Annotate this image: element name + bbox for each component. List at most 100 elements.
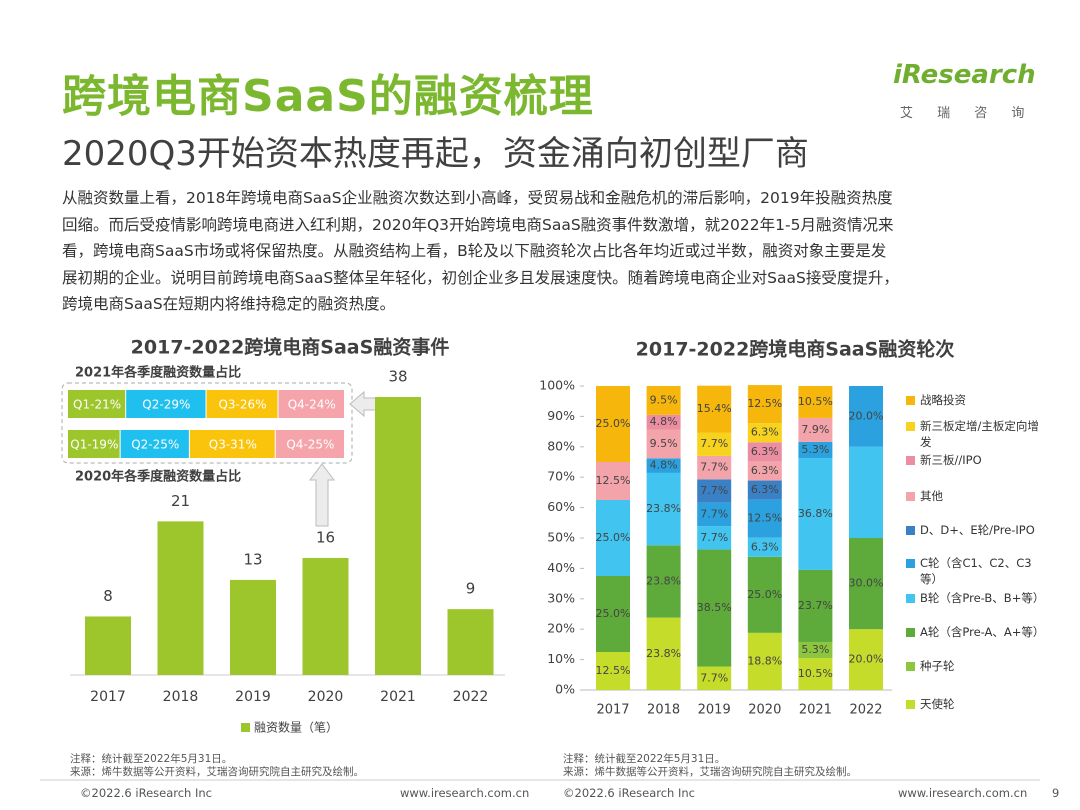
subtitle: 2020Q3开始资本热度再起，资金涌向初创型厂商 xyxy=(62,134,809,174)
bar-segment xyxy=(747,442,782,462)
bar-segment xyxy=(849,629,883,690)
x-tick-label: 2022 xyxy=(453,689,489,705)
data-label: 10.5% xyxy=(798,395,833,408)
legend-swatch xyxy=(906,628,915,637)
data-label: 12.5% xyxy=(747,512,782,525)
bar-segment xyxy=(798,641,833,659)
bar xyxy=(157,521,204,675)
y-tick-label: 90% xyxy=(547,408,575,423)
url: www.iresearch.com.cn xyxy=(400,786,530,800)
bar-segment xyxy=(697,549,732,667)
data-label: 5.3% xyxy=(801,443,829,456)
y-tick-label: 70% xyxy=(547,469,575,484)
body-line: 从融资数量上看，2018年跨境电商SaaS企业融资次数达到小高峰，受贸易战和金融… xyxy=(62,189,893,207)
legend-label: C轮（含C1、C2、C3等） xyxy=(920,556,1032,586)
data-label: 7.9% xyxy=(801,423,829,436)
legend-swatch xyxy=(906,700,915,709)
segment xyxy=(206,390,278,418)
x-tick-label: 2021 xyxy=(380,689,416,705)
note: 注释：统计截至2022年5月31日。 xyxy=(70,753,233,765)
logo-sub: 艾 瑞 咨 询 xyxy=(900,106,1035,121)
bar-segment xyxy=(596,652,630,690)
data-label: 38.5% xyxy=(697,601,732,614)
segment xyxy=(126,390,206,418)
data-label: 16 xyxy=(316,528,335,546)
data-label: 7.7% xyxy=(700,671,728,684)
data-label: 21 xyxy=(171,492,190,510)
legend-label: 融资数量（笔） xyxy=(254,720,338,735)
row-label: 2021年各季度融资数量占比 xyxy=(75,365,241,381)
body-line: 跨境电商SaaS在短期内将维持稳定的融资热度。 xyxy=(62,295,396,313)
data-label: 23.7% xyxy=(798,599,833,612)
bar-segment xyxy=(697,526,732,550)
data-label: 25.0% xyxy=(596,607,631,620)
data-label: 9 xyxy=(466,580,476,598)
legend-label: 种子轮 xyxy=(920,659,955,673)
data-label: 7.7% xyxy=(700,507,728,520)
bar xyxy=(375,397,421,675)
legend-swatch xyxy=(906,526,915,535)
segment-label: Q2-29% xyxy=(142,398,190,412)
bar-segment xyxy=(849,446,883,538)
legend-swatch xyxy=(906,396,915,405)
data-label: 9.5% xyxy=(650,437,678,450)
segment-label: Q1-19% xyxy=(70,438,118,452)
arrow xyxy=(309,463,335,527)
segment xyxy=(189,430,275,458)
x-tick-label: 2018 xyxy=(647,703,680,718)
data-label: 4.8% xyxy=(650,459,678,472)
bar-segment xyxy=(798,569,833,642)
page-number: 9 xyxy=(1052,786,1060,800)
data-label: 23.8% xyxy=(646,502,681,515)
bar-segment xyxy=(747,423,782,443)
legend-swatch xyxy=(906,422,915,431)
body-line: 回缩。而后受疫情影响跨境电商进入红利期，2020年Q3开始跨境电商SaaS融资事… xyxy=(62,215,894,234)
bar-segment xyxy=(646,472,681,546)
bar-segment xyxy=(596,386,630,462)
bar-segment xyxy=(798,458,833,570)
arrow xyxy=(349,390,379,418)
legend-label: 新三板//IPO xyxy=(920,453,982,467)
bar-segment xyxy=(646,429,681,459)
x-tick-label: 2019 xyxy=(698,703,731,718)
bar-segment xyxy=(798,658,833,690)
segment-label: Q3-31% xyxy=(209,438,257,452)
data-label: 15.4% xyxy=(697,402,732,415)
note: 来源：烯牛数据等公开资料，艾瑞咨询研究院自主研究及绘制。 xyxy=(70,766,364,778)
data-label: 7.7% xyxy=(700,484,728,497)
segment-label: Q3-26% xyxy=(218,398,266,412)
bar xyxy=(302,557,349,675)
bar-segment xyxy=(849,538,883,630)
data-label: 23.8% xyxy=(646,574,681,587)
row-label: 2020年各季度融资数量占比 xyxy=(75,469,241,485)
bar-segment xyxy=(596,462,630,500)
data-label: 6.3% xyxy=(751,540,779,553)
y-tick-label: 60% xyxy=(547,499,575,514)
data-label: 7.7% xyxy=(700,437,728,450)
data-label: 25.0% xyxy=(596,531,631,544)
bar-segment xyxy=(747,499,782,538)
chart-title: 2017-2022跨境电商SaaS融资事件 xyxy=(131,336,450,359)
x-tick-label: 2018 xyxy=(163,689,199,705)
bar-segment xyxy=(747,537,782,557)
legend-label: 其他 xyxy=(920,489,943,503)
segment xyxy=(120,430,189,458)
legend-swatch xyxy=(906,492,915,501)
bar-segment xyxy=(697,432,732,456)
data-label: 6.3% xyxy=(751,426,779,439)
y-tick-label: 20% xyxy=(547,621,575,636)
segment xyxy=(68,430,120,458)
x-tick-label: 2019 xyxy=(235,689,271,705)
data-label: 7.7% xyxy=(700,461,728,474)
data-label: 7.7% xyxy=(700,531,728,544)
data-label: 6.3% xyxy=(751,445,779,458)
bar-segment xyxy=(646,545,681,618)
y-tick-label: 100% xyxy=(539,378,575,393)
bar-segment xyxy=(646,617,681,690)
bar-segment xyxy=(697,479,732,503)
segment-label: Q4-24% xyxy=(288,398,336,412)
segment-label: Q2-25% xyxy=(131,438,179,452)
data-label: 30.0% xyxy=(849,577,884,590)
